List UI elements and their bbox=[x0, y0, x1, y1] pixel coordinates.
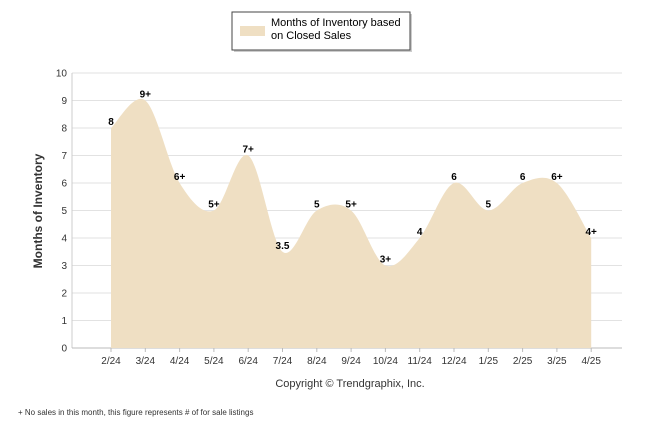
x-tick-label-2: 4/24 bbox=[170, 356, 190, 367]
x-tick-label-5: 7/24 bbox=[273, 356, 293, 367]
y-tick-label-1: 1 bbox=[61, 316, 67, 327]
data-label-9: 4 bbox=[417, 227, 423, 238]
data-label-0: 8 bbox=[108, 117, 114, 128]
y-tick-label-6: 6 bbox=[61, 179, 67, 190]
x-tick-label-3: 5/24 bbox=[204, 356, 224, 367]
x-tick-label-7: 9/24 bbox=[341, 356, 361, 367]
data-label-12: 6 bbox=[520, 172, 526, 183]
data-label-6: 5 bbox=[314, 200, 320, 211]
x-tick-label-10: 12/24 bbox=[441, 356, 466, 367]
data-label-3: 5+ bbox=[208, 200, 220, 211]
legend-entry-line-1: Months of Inventory based bbox=[271, 17, 401, 29]
x-tick-label-14: 4/25 bbox=[581, 356, 601, 367]
data-label-11: 5 bbox=[486, 200, 492, 211]
data-labels: 8 9+ 6+ 5+ 7+ 3.5 5 5+ 3+ 4 6 5 6 6+ 4+ bbox=[108, 90, 597, 266]
data-label-8: 3+ bbox=[380, 255, 392, 266]
x-tick-label-12: 2/25 bbox=[513, 356, 533, 367]
y-tick-label-2: 2 bbox=[61, 289, 67, 300]
y-tick-label-3: 3 bbox=[61, 261, 67, 272]
legend: Months of Inventory based on Closed Sale… bbox=[231, 11, 412, 52]
x-tick-label-1: 3/24 bbox=[136, 356, 156, 367]
data-label-10: 6 bbox=[451, 172, 457, 183]
data-label-7: 5+ bbox=[345, 200, 357, 211]
legend-swatch bbox=[240, 26, 265, 36]
x-axis-ticks: 2/24 3/24 4/24 5/24 6/24 7/24 8/24 9/24 10/24 11/… bbox=[101, 348, 601, 367]
copyright-text: Copyright © Trendgraphix, Inc. bbox=[275, 378, 424, 390]
y-axis-ticks: 0 1 2 3 4 5 6 7 8 9 10 bbox=[56, 69, 68, 355]
data-label-14: 4+ bbox=[585, 227, 597, 238]
x-tick-label-11: 1/25 bbox=[479, 356, 499, 367]
x-tick-label-8: 10/24 bbox=[373, 356, 398, 367]
x-tick-label-9: 11/24 bbox=[408, 356, 433, 367]
data-label-13: 6+ bbox=[551, 172, 563, 183]
y-tick-label-5: 5 bbox=[61, 206, 67, 217]
data-label-1: 9+ bbox=[140, 90, 152, 101]
data-label-2: 6+ bbox=[174, 172, 186, 183]
data-label-5: 3.5 bbox=[276, 241, 290, 252]
x-tick-label-4: 6/24 bbox=[238, 356, 258, 367]
y-tick-label-7: 7 bbox=[61, 151, 67, 162]
y-tick-label-10: 10 bbox=[56, 69, 68, 80]
x-tick-label-0: 2/24 bbox=[101, 356, 121, 367]
x-tick-label-6: 8/24 bbox=[307, 356, 327, 367]
legend-entry-line-2: on Closed Sales bbox=[271, 30, 352, 42]
x-tick-label-13: 3/25 bbox=[547, 356, 567, 367]
y-tick-label-9: 9 bbox=[61, 96, 67, 107]
y-axis-label: Months of Inventory bbox=[31, 153, 45, 268]
y-tick-label-8: 8 bbox=[61, 124, 67, 135]
data-label-4: 7+ bbox=[242, 145, 254, 156]
area-series bbox=[111, 98, 592, 348]
y-tick-label-0: 0 bbox=[61, 344, 67, 355]
y-tick-label-4: 4 bbox=[61, 234, 67, 245]
area-fill bbox=[111, 98, 592, 348]
footnote-text: + No sales in this month, this figure re… bbox=[18, 408, 253, 417]
